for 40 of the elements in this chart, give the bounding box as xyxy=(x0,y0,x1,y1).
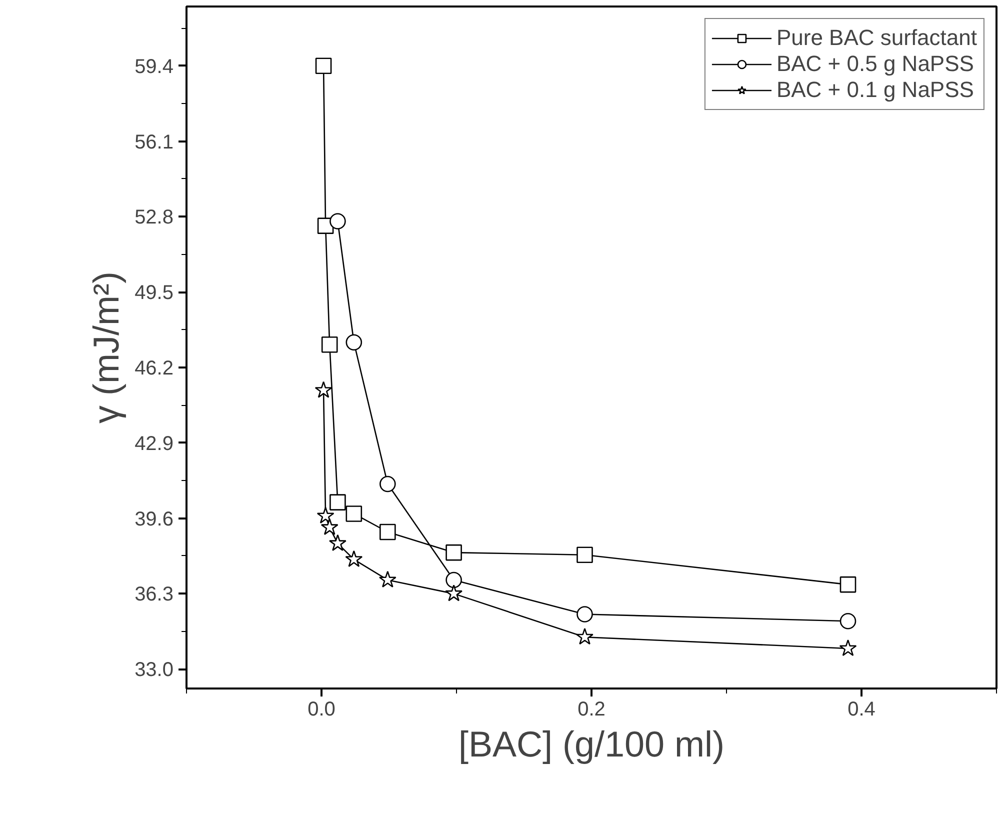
point xyxy=(576,628,594,645)
point xyxy=(446,572,462,588)
y-tick-label: 59.4 xyxy=(134,56,174,78)
point xyxy=(380,524,396,540)
legend-label: BAC + 0.1 g NaPSS xyxy=(776,77,974,103)
point xyxy=(345,550,363,567)
y-tick-label: 39.6 xyxy=(134,508,174,530)
point xyxy=(446,544,462,561)
y-tick-label: 56.1 xyxy=(134,131,174,154)
point xyxy=(346,506,362,522)
y-tick-label: 36.3 xyxy=(134,584,174,606)
point xyxy=(316,506,334,524)
y-tick-label: 49.5 xyxy=(134,282,174,304)
x-tick-label: 0.2 xyxy=(578,698,606,720)
y-tick-label: 52.8 xyxy=(134,206,174,229)
x-tick-label: 0.4 xyxy=(848,698,876,720)
y-tick-label: 46.2 xyxy=(134,357,174,380)
point xyxy=(839,639,857,656)
x-tick-label: 0.0 xyxy=(308,698,336,720)
point xyxy=(330,213,346,230)
point xyxy=(576,546,593,563)
legend-label: BAC + 0.5 g NaPSS xyxy=(776,51,974,77)
point xyxy=(314,381,332,398)
point xyxy=(346,334,362,350)
point xyxy=(380,476,396,492)
point xyxy=(321,336,338,353)
y-tick-label: 33.0 xyxy=(134,659,174,682)
point xyxy=(330,494,346,510)
point xyxy=(840,576,856,593)
legend-label: Pure BAC surfactant xyxy=(776,25,977,51)
y-tick-label: 42.9 xyxy=(134,432,174,455)
point xyxy=(840,612,856,630)
point xyxy=(320,518,338,535)
x-axis-title: [BAC] (g/100 ml) xyxy=(458,724,725,764)
point xyxy=(328,534,346,551)
point xyxy=(576,606,593,622)
point xyxy=(315,58,332,74)
point xyxy=(445,584,463,602)
point xyxy=(378,570,396,588)
y-axis-title: γ (mJ/m²) xyxy=(86,272,127,424)
